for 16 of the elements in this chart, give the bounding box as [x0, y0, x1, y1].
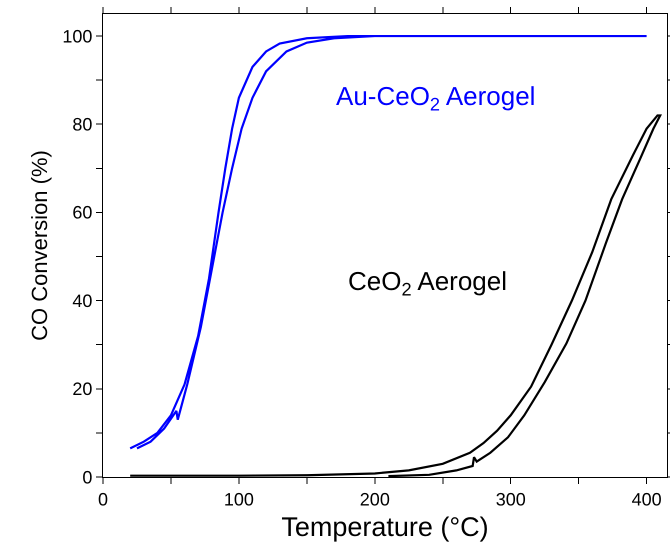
y-axis-title: CO Conversion (%)	[27, 150, 52, 341]
y-tick-label: 0	[82, 467, 92, 488]
y-tick-label: 20	[72, 379, 92, 400]
x-tick-label: 200	[360, 490, 390, 510]
x-tick-label: 300	[496, 490, 526, 510]
y-tick-label: 40	[72, 290, 92, 311]
text: CeO$_{2}$ Aerogel	[348, 266, 507, 300]
y-tick-label: 60	[72, 202, 92, 223]
series-label: Au-CeO$_{2}$ Aerogel	[336, 81, 536, 114]
x-tick-label: 100	[224, 490, 254, 510]
line-series	[129, 34, 648, 450]
y-tick-label: 100	[62, 26, 92, 46]
x-axis-title: Temperature (°C)	[281, 512, 489, 542]
y-tick-label: 80	[72, 114, 92, 135]
x-tick-label: 0	[98, 490, 108, 510]
x-tick-label: 400	[632, 490, 662, 510]
